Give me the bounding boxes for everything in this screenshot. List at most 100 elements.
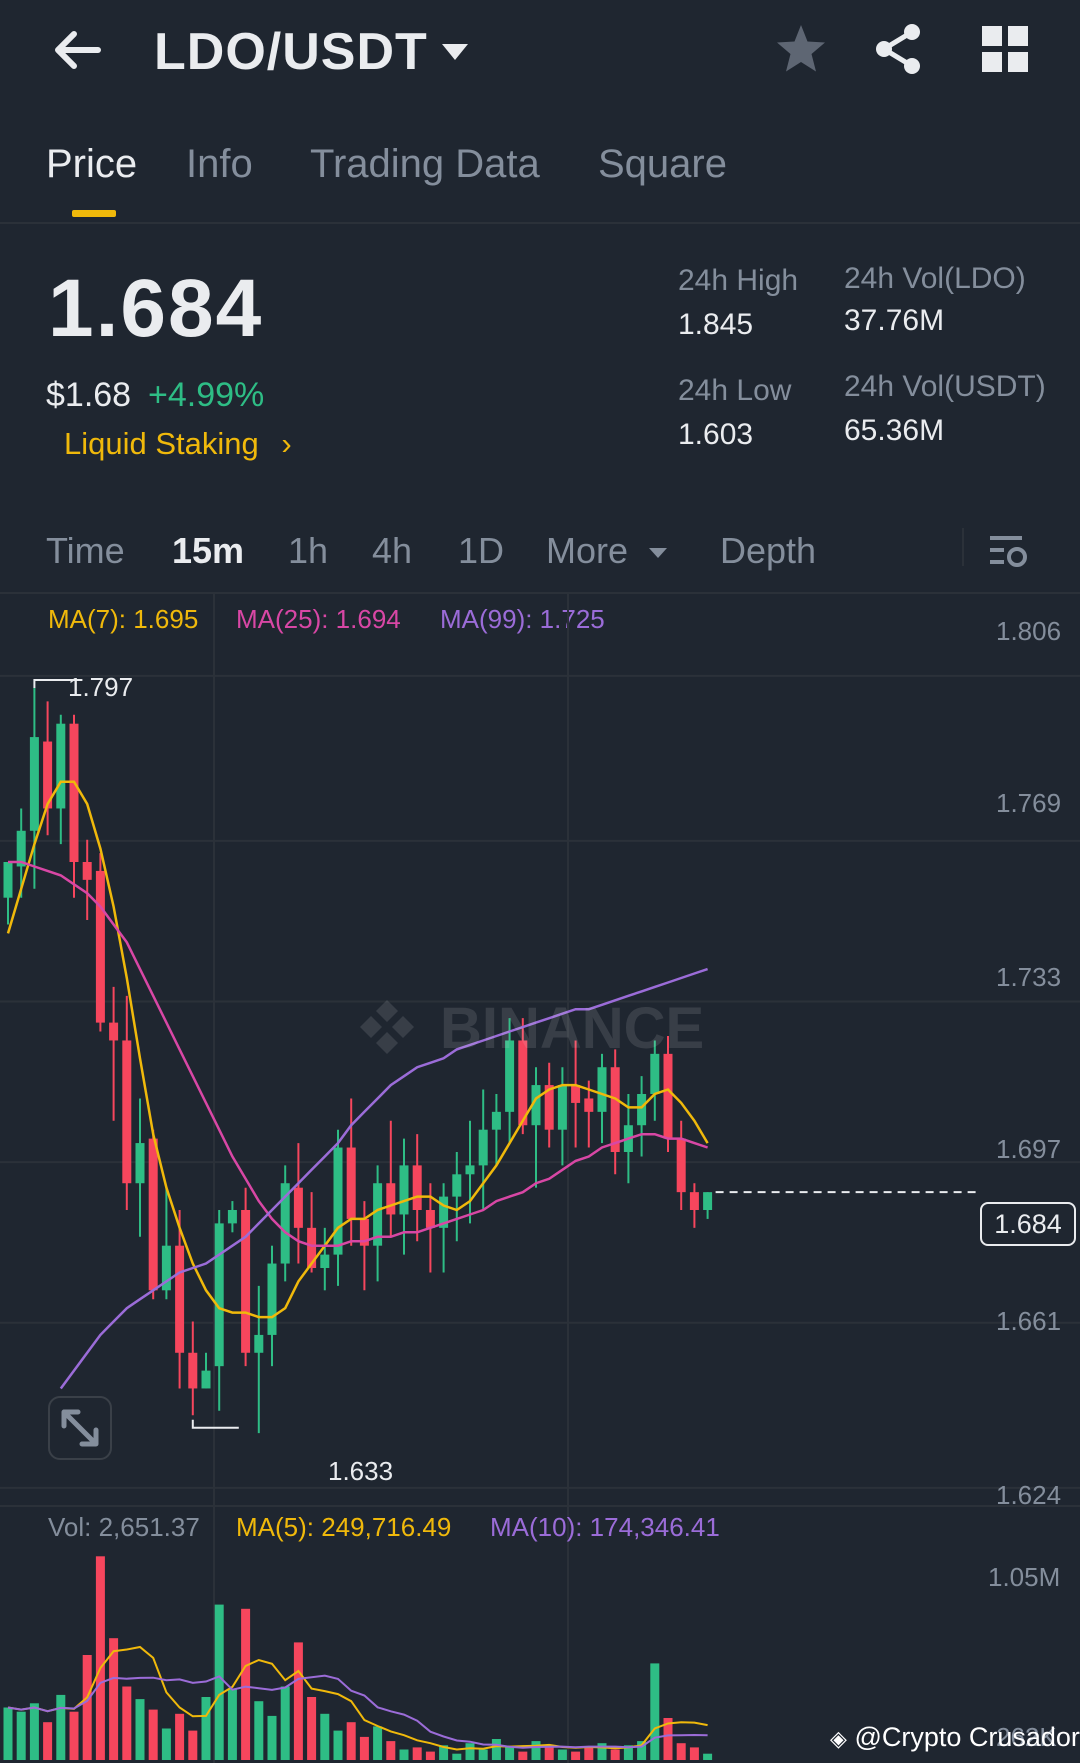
volume-bar <box>425 1751 435 1760</box>
tab-square[interactable]: Square <box>598 142 727 186</box>
current-price-tag[interactable]: 1.684 <box>980 1202 1076 1246</box>
candle-body <box>597 1067 607 1112</box>
period-high-marker <box>33 679 83 688</box>
volume-bar <box>307 1697 317 1760</box>
interval-1d[interactable]: 1D <box>458 530 505 571</box>
usd-price: $1.68 <box>46 376 132 414</box>
caret-down-icon <box>649 548 668 559</box>
volume-bar <box>135 1699 145 1760</box>
candle-body <box>346 1147 356 1219</box>
binance-watermark-text: BINANCE <box>440 996 704 1061</box>
candlestick-chart[interactable] <box>0 594 1080 1763</box>
vol-base-value: 37.76M <box>844 304 945 337</box>
candle-body <box>689 1192 699 1210</box>
pair-title[interactable]: LDO/USDT <box>154 23 428 81</box>
interval-depth[interactable]: Depth <box>720 530 817 571</box>
caret-down-icon[interactable] <box>440 40 470 64</box>
share-icon[interactable] <box>872 22 926 76</box>
category-tag-label: Liquid Staking <box>64 426 259 461</box>
vol-quote-label: 24h Vol(USDT) <box>844 370 1046 403</box>
moving-average-line-2 <box>59 967 708 1390</box>
volume-bar <box>56 1694 66 1760</box>
interval-4h[interactable]: 4h <box>372 530 413 571</box>
candle-body <box>478 1129 488 1166</box>
ma25-legend: MA(25): 1.694 <box>236 604 401 634</box>
candle-body <box>425 1210 435 1228</box>
candle-body <box>439 1196 449 1228</box>
grid-icon[interactable] <box>980 24 1030 74</box>
binance-small-icon: ◈ <box>830 1726 847 1751</box>
price-change-percent: +4.99% <box>148 376 265 414</box>
volume-bar <box>491 1739 501 1760</box>
candle-body <box>267 1263 277 1335</box>
candle-body <box>399 1165 409 1215</box>
top-bar: LDO/USDT <box>0 0 1080 110</box>
volume-bar <box>505 1747 515 1760</box>
volume-bar <box>610 1749 620 1760</box>
y-axis-label: 1.624 <box>996 1480 1062 1510</box>
volume-bar <box>557 1749 567 1760</box>
volume-bar <box>188 1730 198 1760</box>
credit-text: @Crypto Crusador <box>854 1722 1080 1752</box>
candle-body <box>214 1223 224 1367</box>
volume-bar <box>267 1715 277 1760</box>
candle-body <box>637 1094 647 1126</box>
candle-body <box>663 1053 673 1139</box>
chart-settings-icon[interactable] <box>986 530 1030 574</box>
volume-ma-line-1 <box>7 1674 708 1749</box>
moving-average-line-1 <box>8 860 708 1247</box>
back-arrow-icon[interactable] <box>48 20 108 80</box>
candle-body <box>703 1192 713 1210</box>
candle-body <box>82 862 92 880</box>
volume-bar <box>544 1745 554 1760</box>
candle-body <box>56 723 66 809</box>
tab-price[interactable]: Price <box>46 142 138 186</box>
tab-info[interactable]: Info <box>186 142 253 186</box>
volume-bar <box>346 1722 356 1760</box>
candle-body <box>95 870 105 1023</box>
expand-icon <box>61 1409 99 1447</box>
low-value: 1.603 <box>678 418 754 451</box>
interval-1h[interactable]: 1h <box>288 530 329 571</box>
candle-body <box>452 1174 462 1197</box>
volume-bar <box>518 1751 528 1760</box>
candle-body <box>531 1085 541 1126</box>
candle-body <box>148 1138 158 1291</box>
volume-bar <box>69 1711 79 1760</box>
interval-15m[interactable]: 15m <box>172 530 245 571</box>
candle-body <box>280 1183 290 1264</box>
interval-more-label: More <box>546 530 629 571</box>
volume-bar <box>623 1745 633 1760</box>
candle-body <box>465 1165 475 1175</box>
candle-body <box>359 1218 369 1246</box>
binance-logo-watermark: BINANCE <box>360 996 704 1061</box>
volume-bar <box>452 1753 462 1760</box>
candle-body <box>201 1370 211 1389</box>
candle-body <box>373 1183 383 1246</box>
y-axis-label: 1.697 <box>996 1134 1062 1164</box>
volume-bar <box>293 1642 303 1760</box>
candle-body <box>241 1210 251 1353</box>
category-tag-link[interactable]: Liquid Staking › <box>64 426 292 462</box>
volume-bar <box>175 1713 185 1760</box>
star-icon[interactable] <box>774 22 828 76</box>
volume-bar <box>584 1747 594 1760</box>
candle-body <box>43 741 53 809</box>
volume-axis-label: 262K <box>996 1722 1057 1752</box>
volume-bar <box>703 1753 713 1760</box>
interval-time[interactable]: Time <box>46 530 125 571</box>
y-axis-label: 1.733 <box>996 962 1062 992</box>
candle-body <box>307 1227 317 1268</box>
volume-bar <box>650 1663 660 1760</box>
fullscreen-button[interactable] <box>48 1396 112 1460</box>
volume-bar <box>439 1745 449 1760</box>
candle-body <box>3 862 13 898</box>
candle-body <box>29 737 39 831</box>
volume-bar <box>161 1728 171 1760</box>
volume-bar <box>663 1718 673 1760</box>
tab-trading-data[interactable]: Trading Data <box>310 142 540 186</box>
interval-more[interactable]: More <box>546 530 668 572</box>
y-axis-label: 1.806 <box>996 616 1062 646</box>
volume-bar <box>43 1722 53 1760</box>
candle-body <box>386 1183 396 1215</box>
